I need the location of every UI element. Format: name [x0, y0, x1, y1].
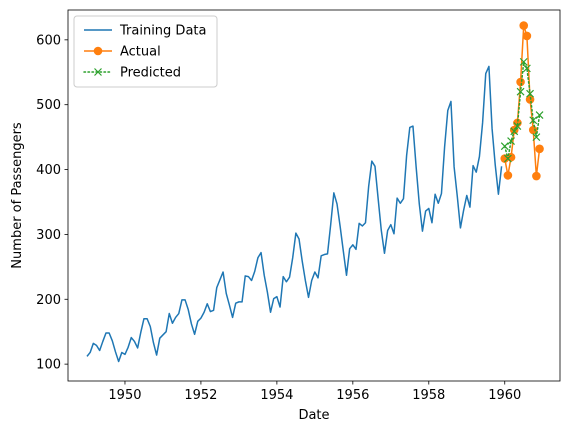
- predicted-point: [516, 87, 525, 96]
- predicted-point: [532, 133, 541, 142]
- legend-actual-marker: [93, 46, 103, 56]
- predicted-point: [510, 127, 519, 136]
- actual-point: [516, 77, 525, 87]
- y-tick-label: 200: [36, 293, 61, 308]
- legend-label: Training Data: [119, 24, 206, 39]
- training-data-series: [86, 65, 503, 363]
- actual-point: [503, 171, 513, 180]
- predicted-point: [522, 64, 531, 73]
- actual-point: [535, 144, 544, 154]
- predicted-point: [526, 89, 534, 98]
- legend-label: Actual: [120, 45, 161, 60]
- x-tick-label: 1952: [184, 388, 217, 403]
- predicted-point: [507, 137, 515, 145]
- y-axis-title: Number of Passengers: [10, 122, 25, 269]
- predicted-point: [500, 142, 509, 151]
- series-layer: [86, 21, 544, 363]
- actual-point: [519, 21, 529, 30]
- y-tick-label: 100: [36, 358, 61, 373]
- y-tick-label: 400: [36, 163, 61, 178]
- y-tick-label: 500: [36, 98, 61, 113]
- actual-point: [532, 171, 541, 181]
- actual-series: [500, 21, 544, 181]
- actual-point: [522, 31, 532, 41]
- predicted-point: [529, 116, 538, 125]
- legend-predicted-marker: [94, 68, 102, 76]
- y-tick-label: 600: [36, 33, 61, 48]
- predicted-point: [503, 154, 512, 163]
- x-axis-title: Date: [298, 408, 329, 423]
- legend-box: [73, 15, 218, 88]
- x-tick-label: 1956: [336, 388, 369, 403]
- predicted-point: [513, 122, 522, 131]
- y-tick-label: 300: [36, 228, 61, 243]
- x-tick-label: 1954: [260, 388, 293, 403]
- actual-point: [528, 125, 538, 135]
- predicted-point: [519, 57, 528, 66]
- actual-point: [525, 95, 535, 104]
- predicted-point: [535, 111, 544, 119]
- x-tick-label: 1950: [108, 388, 141, 403]
- x-tick-label: 1958: [412, 388, 445, 403]
- legend: Training Data Actual Predicted: [73, 15, 218, 88]
- plot-frame: [67, 9, 561, 382]
- x-tick-label: 1960: [488, 388, 521, 403]
- predicted-series: [500, 57, 544, 163]
- legend-label: Predicted: [120, 66, 181, 81]
- training-data-line: [86, 65, 503, 363]
- predicted-line: [503, 61, 541, 160]
- axes-layer: 1950 1952 1954 1956 1958 1960 100 200 300 400 500 6…: [36, 33, 521, 403]
